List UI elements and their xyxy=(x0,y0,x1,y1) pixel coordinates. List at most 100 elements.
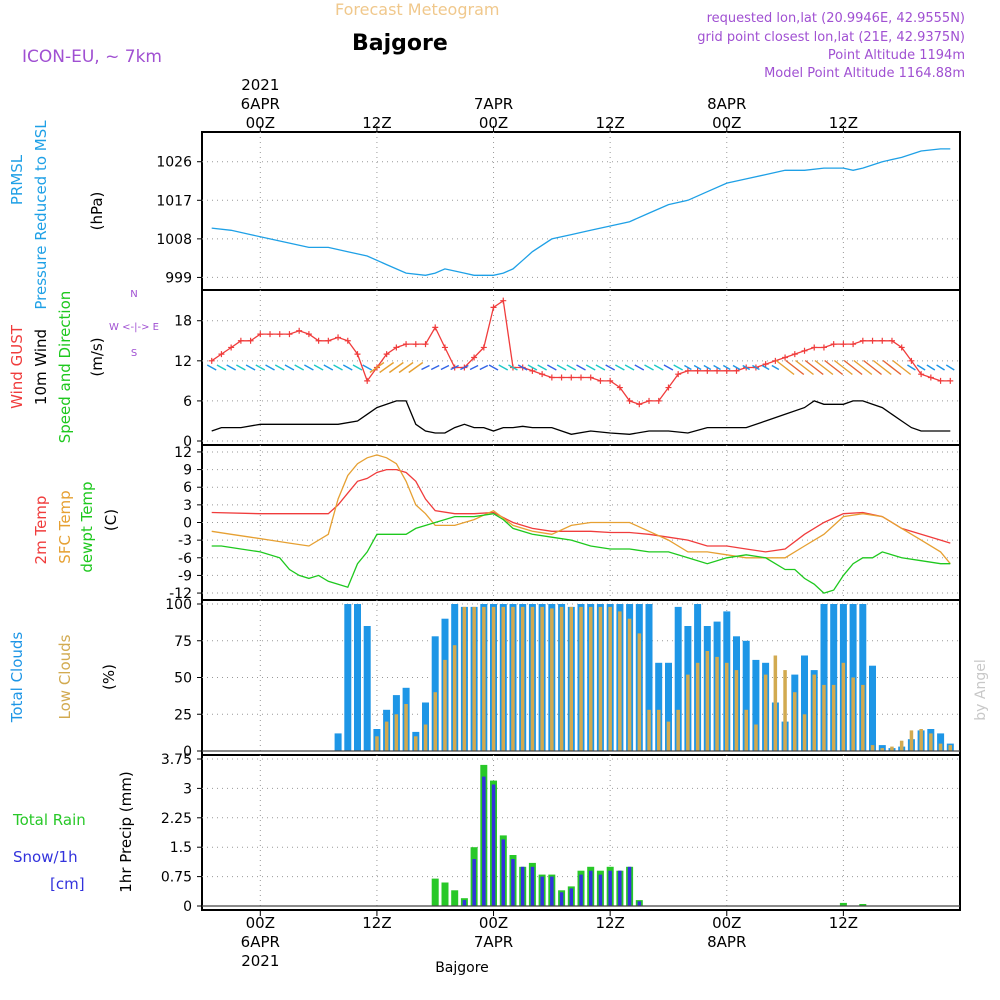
wind-direction-arrow xyxy=(508,364,518,371)
gust-marker xyxy=(888,337,895,344)
y-tick-label: 9 xyxy=(183,463,192,479)
gust-marker xyxy=(354,351,361,358)
bottom-time-label: 00Z xyxy=(712,914,741,932)
snow-bar xyxy=(618,870,622,906)
gust-marker xyxy=(801,347,808,354)
y-tick-label: 25 xyxy=(174,707,192,723)
y-tick-label: 1.5 xyxy=(170,840,192,856)
y-tick-label: 1008 xyxy=(156,232,192,248)
wind-direction-arrow xyxy=(547,364,557,371)
top-time-label: 00Z xyxy=(246,114,275,132)
temp-unit: (C) xyxy=(102,509,120,531)
wind-direction-arrow xyxy=(624,364,635,371)
wind-direction-arrow xyxy=(595,364,606,371)
gust-marker xyxy=(675,371,682,378)
low_cloud-bar xyxy=(491,606,496,751)
low-cloud-axis-title: Low Clouds xyxy=(56,634,74,719)
wind-direction-arrow xyxy=(804,359,824,376)
y-tick-label: 0 xyxy=(183,434,192,450)
wind-direction-arrow xyxy=(732,364,741,371)
low_cloud-bar xyxy=(899,740,904,751)
low_cloud-bar xyxy=(851,677,855,751)
snow-bar xyxy=(472,859,476,906)
gust-marker xyxy=(879,337,886,344)
gust-marker xyxy=(490,304,497,311)
low_cloud-bar xyxy=(734,670,739,751)
wind-direction-arrow xyxy=(605,364,615,371)
rain-legend: Total Rain xyxy=(12,811,86,829)
wind-direction-arrow xyxy=(352,364,363,371)
sfc-line xyxy=(211,454,951,565)
watermark: by Angel xyxy=(973,659,989,720)
wind-direction-arrow xyxy=(916,364,926,371)
wind-direction-arrow xyxy=(421,364,430,371)
wind-direction-arrow xyxy=(576,364,586,371)
wind-dir-axis-title: Speed and Direction xyxy=(56,291,74,444)
gust-marker xyxy=(237,337,244,344)
gust-marker xyxy=(393,344,400,351)
temp2m-line xyxy=(211,468,951,553)
wind-direction-arrow xyxy=(742,364,751,371)
top-time-label: 00Z xyxy=(479,114,508,132)
gust-marker xyxy=(840,341,847,348)
total_cloud-bar xyxy=(869,665,876,751)
wind-direction-arrow xyxy=(615,364,625,371)
top-time-label: 12Z xyxy=(595,114,624,132)
wind-direction-arrow xyxy=(255,364,266,371)
gust-marker xyxy=(548,374,555,381)
low_cloud-bar xyxy=(511,606,515,751)
low_cloud-bar xyxy=(472,606,476,751)
low_cloud-bar xyxy=(938,743,943,751)
y-tick-label: 75 xyxy=(174,634,192,650)
wind-direction-arrow xyxy=(926,364,936,371)
gust-marker xyxy=(558,374,565,381)
low_cloud-bar xyxy=(482,606,486,751)
wind-direction-arrow xyxy=(703,364,712,371)
gust-marker xyxy=(344,337,351,344)
low_cloud-bar xyxy=(433,692,437,751)
top-time-label: 12Z xyxy=(362,114,391,132)
low_cloud-bar xyxy=(627,618,632,751)
gust-marker xyxy=(820,344,827,351)
wind-direction-arrow xyxy=(450,364,459,371)
low_cloud-bar xyxy=(802,714,807,752)
wind-direction-arrow xyxy=(498,364,509,371)
gust-marker xyxy=(257,331,264,338)
low_cloud-bar xyxy=(822,684,826,751)
wind-direction-arrow xyxy=(833,359,853,376)
low_cloud-bar xyxy=(540,606,544,751)
wind-direction-arrow xyxy=(644,364,654,371)
low_cloud-bar xyxy=(443,659,447,751)
total_cloud-bar xyxy=(752,659,760,751)
y-tick-label: 1026 xyxy=(156,155,192,171)
wind-direction-arrow xyxy=(313,364,324,371)
wind-direction-arrow xyxy=(294,364,305,371)
wind-direction-arrow xyxy=(653,364,664,371)
low_cloud-bar xyxy=(452,645,457,751)
gust-marker xyxy=(898,344,905,351)
snow-bar xyxy=(579,874,583,906)
top-time-label: 7APR xyxy=(474,95,513,113)
low_cloud-bar xyxy=(569,606,573,751)
snow-bar xyxy=(511,859,515,906)
wind-direction-arrow xyxy=(775,359,795,376)
gust-marker xyxy=(636,401,643,408)
gust-marker xyxy=(480,344,487,351)
y-tick-label: -3 xyxy=(178,533,192,549)
total_cloud-bar xyxy=(742,640,750,752)
wind-direction-arrow xyxy=(517,364,528,371)
wind-direction-arrow xyxy=(408,361,424,374)
wind-direction-arrow xyxy=(853,359,873,376)
wind-direction-arrow xyxy=(388,361,404,374)
gust-marker xyxy=(471,354,478,361)
low_cloud-bar xyxy=(589,606,593,751)
gust-marker xyxy=(723,367,730,374)
low_cloud-bar xyxy=(725,662,729,751)
low_cloud-bar xyxy=(520,606,525,751)
wind-direction-arrow xyxy=(226,364,236,371)
y-tick-label: 6 xyxy=(183,394,192,410)
low_cloud-bar xyxy=(744,709,748,751)
wind-line xyxy=(211,400,951,435)
low_cloud-bar xyxy=(462,606,467,751)
total_cloud-bar xyxy=(801,655,808,751)
